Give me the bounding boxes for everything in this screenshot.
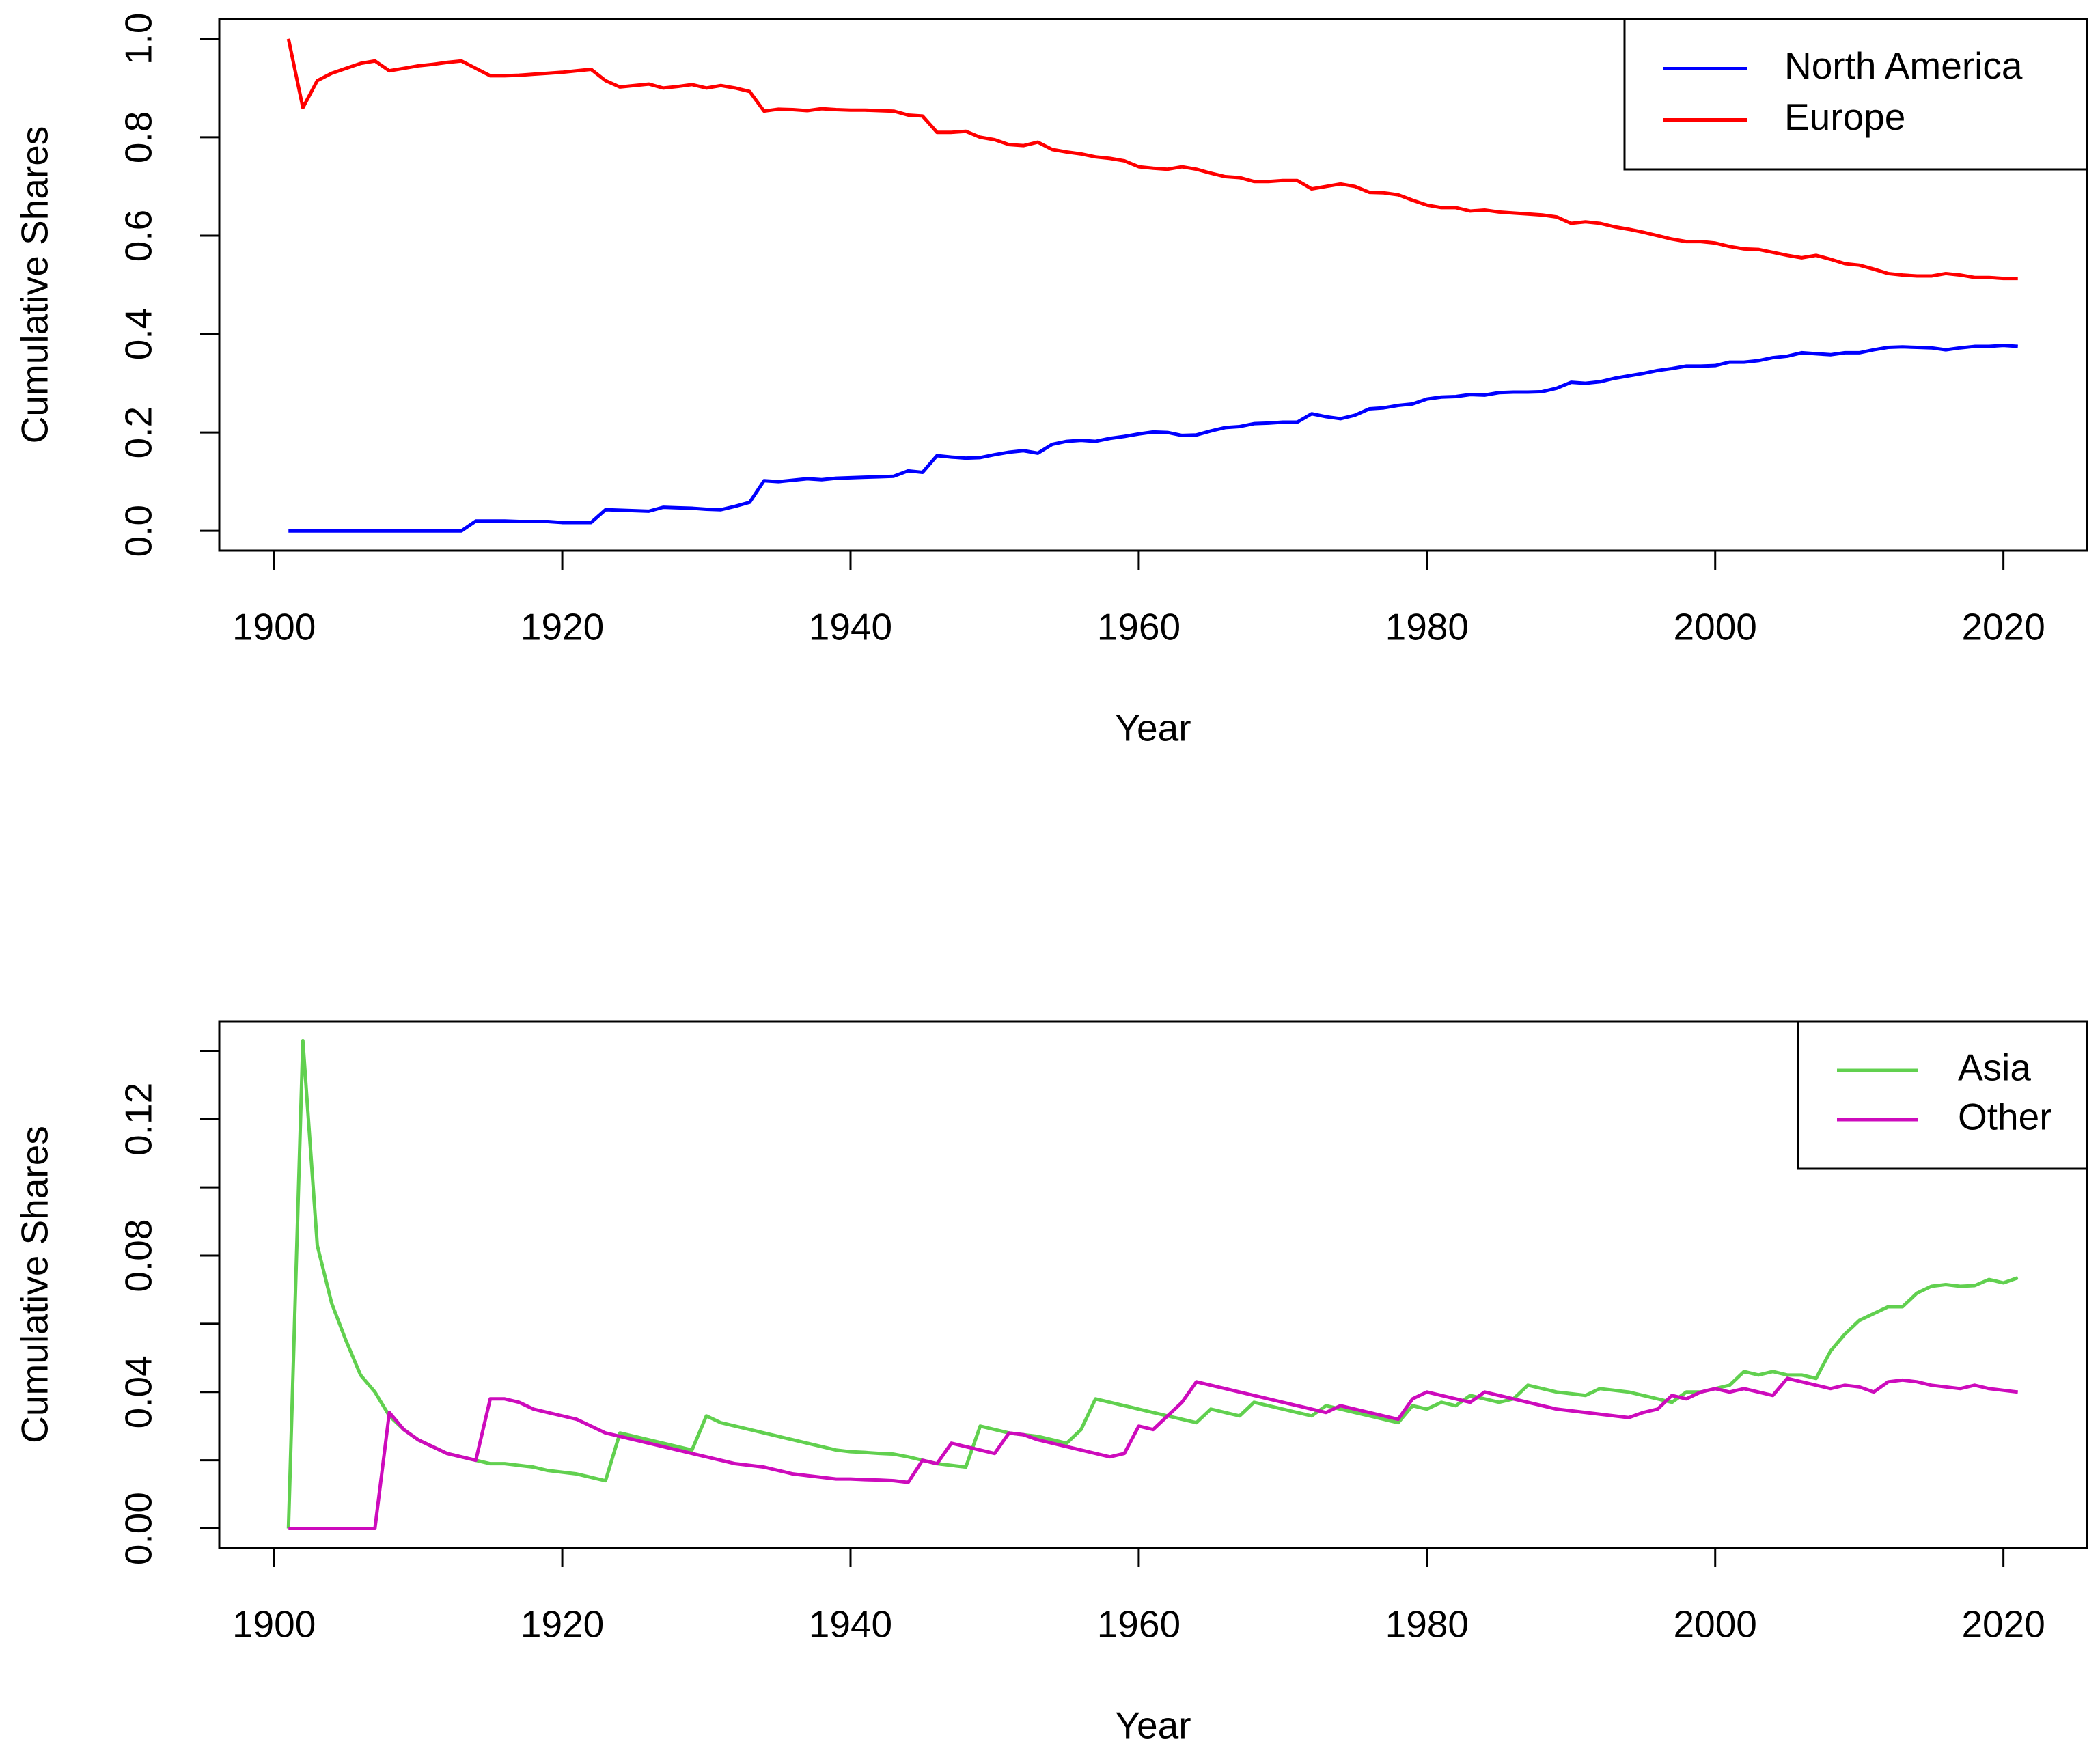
plot-frame (218, 18, 2088, 552)
x-tick-label: 1920 (521, 1603, 604, 1646)
x-tick-label: 1960 (1097, 606, 1180, 648)
legend-label: Asia (1958, 1047, 2031, 1089)
legend-label: Other (1958, 1096, 2052, 1138)
x-axis-title: Year (1115, 707, 1191, 749)
legend-label: Europe (1784, 96, 1905, 138)
x-tick-label: 1960 (1097, 1603, 1180, 1646)
series-line (286, 38, 2018, 281)
x-tick-label: 2020 (1961, 606, 2045, 648)
legend-box (1623, 18, 2088, 171)
x-axis-title: Year (1115, 1704, 1191, 1747)
legend-box (1797, 1020, 2088, 1170)
legend-label: North America (1784, 44, 2023, 87)
series-line (286, 1038, 2019, 1529)
x-tick-label: 1980 (1385, 606, 1469, 648)
series-line (288, 1376, 2019, 1531)
y-tick-label: 0.08 (118, 1219, 160, 1292)
x-tick-label: 1920 (521, 606, 604, 648)
series-line (288, 344, 2018, 533)
x-tick-label: 2000 (1674, 606, 1757, 648)
y-axis-title: Cumulative Shares (14, 126, 56, 444)
y-tick-label: 0.6 (118, 210, 160, 262)
x-tick-label: 2020 (1961, 1603, 2045, 1646)
plot-frame (218, 1020, 2088, 1549)
y-tick-label: 0.04 (118, 1355, 160, 1428)
x-tick-label: 1900 (232, 606, 316, 648)
y-tick-label: 1.0 (118, 13, 160, 65)
y-tick-label: 0.12 (118, 1083, 160, 1156)
y-axis-title: Cumulative Shares (14, 1126, 56, 1443)
x-tick-label: 2000 (1674, 1603, 1757, 1646)
x-tick-label: 1900 (232, 1603, 316, 1646)
x-tick-label: 1940 (809, 606, 892, 648)
y-tick-label: 0.0 (118, 505, 160, 557)
y-tick-label: 0.2 (118, 406, 160, 458)
x-tick-label: 1980 (1385, 1603, 1469, 1646)
x-tick-label: 1940 (809, 1603, 892, 1646)
y-tick-label: 0.4 (118, 308, 160, 360)
y-tick-label: 0.8 (118, 111, 160, 163)
y-tick-label: 0.00 (118, 1492, 160, 1565)
